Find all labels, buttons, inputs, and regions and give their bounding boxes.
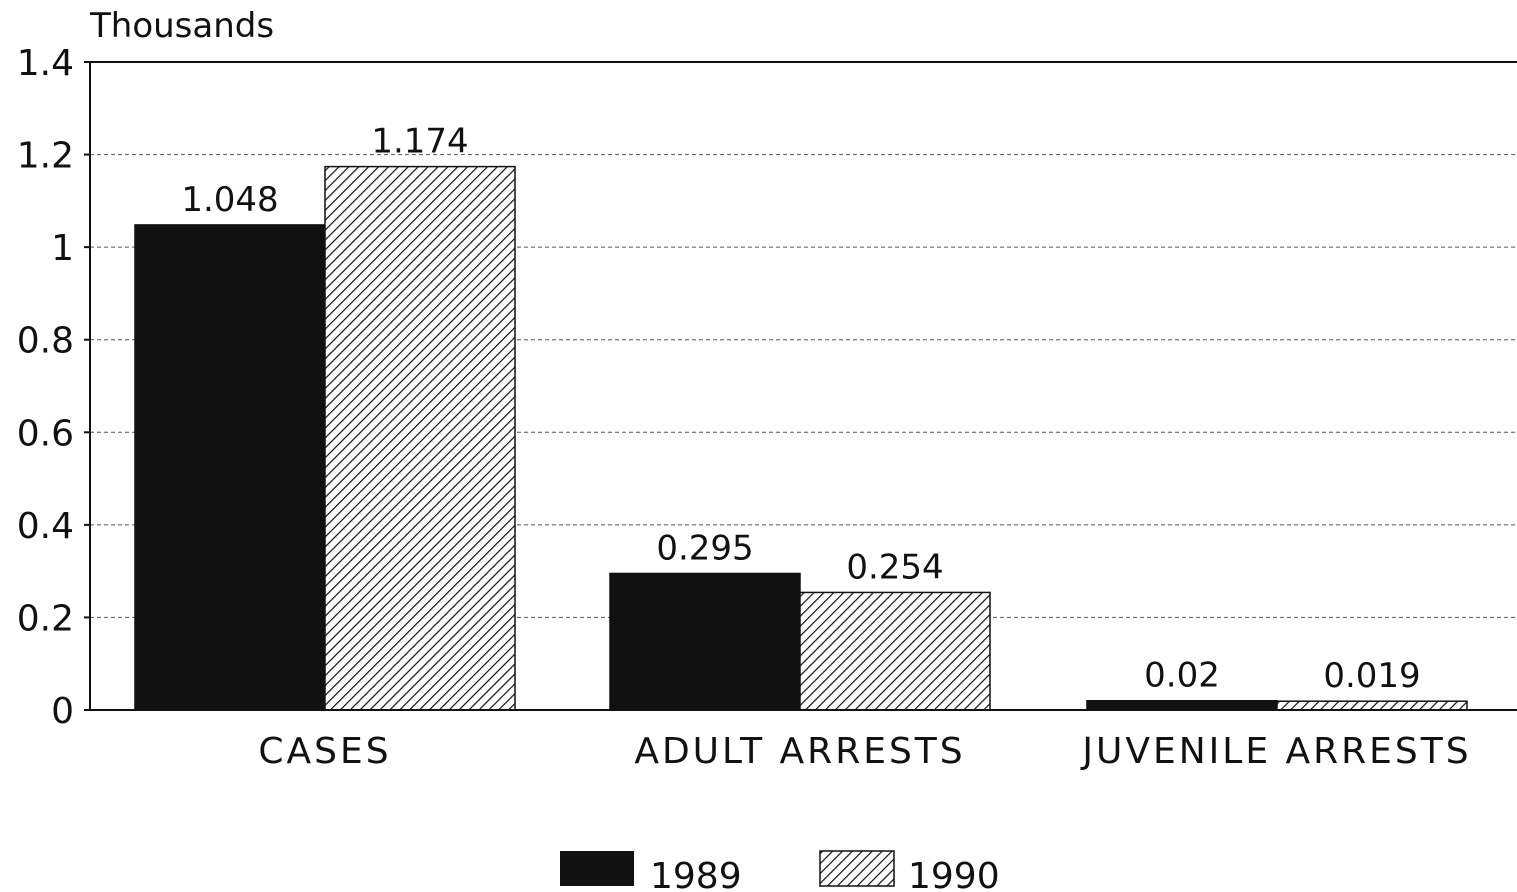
legend-label-1989: 1989 xyxy=(650,856,742,892)
bar-1990 xyxy=(1276,700,1468,711)
y-axis-ticks: 0 0.2 0.4 0.6 0.8 1 1.2 1.4 xyxy=(17,43,90,732)
category-label: JUVENILE ARRESTS xyxy=(1080,731,1471,772)
y-tick-label: 0.2 xyxy=(17,598,74,639)
data-label: 1.174 xyxy=(371,122,468,162)
bars xyxy=(134,165,1468,711)
bar-1989 xyxy=(609,572,801,711)
y-tick-label: 0.4 xyxy=(17,506,74,547)
data-label: 1.048 xyxy=(181,180,278,220)
bar-1989 xyxy=(134,224,326,711)
legend-swatch-1990 xyxy=(819,850,895,887)
legend: 1989 1990 xyxy=(560,850,1000,892)
y-axis-label: Thousands xyxy=(89,6,274,46)
data-label: 0.254 xyxy=(846,547,943,587)
y-tick-label: 1.4 xyxy=(17,43,74,84)
data-label: 0.02 xyxy=(1144,656,1220,696)
bar-1990 xyxy=(324,165,516,711)
category-label: ADULT ARRESTS xyxy=(634,731,965,772)
category-labels: CASES ADULT ARRESTS JUVENILE ARRESTS xyxy=(258,731,1471,772)
y-tick-label: 0 xyxy=(51,691,74,732)
data-labels: 1.048 1.174 0.295 0.254 0.02 0.019 xyxy=(181,122,1420,697)
y-tick-label: 1.2 xyxy=(17,136,74,177)
category-label: CASES xyxy=(258,731,391,772)
data-label: 0.295 xyxy=(656,528,753,568)
y-tick-label: 0.6 xyxy=(17,413,74,454)
y-tick-label: 0.8 xyxy=(17,321,74,362)
data-label: 0.019 xyxy=(1323,656,1420,696)
legend-swatch-1989 xyxy=(560,851,634,886)
bar-1990 xyxy=(799,591,991,711)
bar-1989 xyxy=(1086,699,1278,711)
y-tick-label: 1 xyxy=(51,228,74,269)
legend-label-1990: 1990 xyxy=(908,856,1000,892)
